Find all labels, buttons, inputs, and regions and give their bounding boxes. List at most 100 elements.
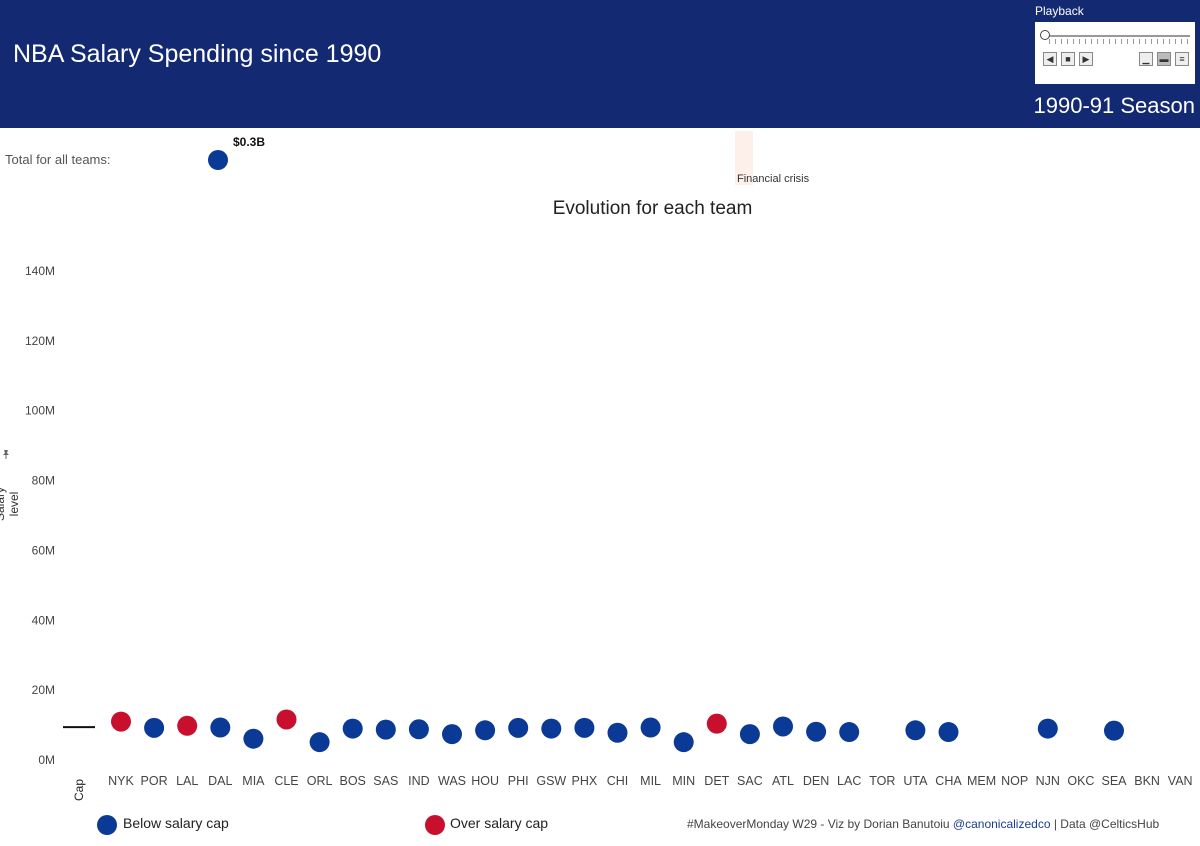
triangle-right-icon: ▶: [1082, 54, 1090, 64]
speed-slow-icon: ▁: [1142, 54, 1150, 64]
team-salary-point: [607, 722, 628, 743]
x-tick-label: SEA: [1101, 774, 1127, 788]
team-salary-point: [111, 711, 131, 732]
pin-icon[interactable]: [1, 449, 11, 459]
team-salary-point: [144, 717, 165, 738]
credits-suffix: | Data @CelticsHub: [1050, 817, 1160, 831]
y-tick-label: 40M: [32, 613, 55, 627]
team-salary-point: [508, 717, 529, 738]
y-tick-label: 60M: [32, 543, 55, 557]
step-back-button[interactable]: ◀: [1043, 52, 1057, 66]
team-salary-point: [342, 718, 363, 739]
financial-crisis-label: Financial crisis: [737, 173, 810, 185]
x-tick-label: HOU: [471, 774, 499, 788]
x-tick-label: BKN: [1134, 774, 1160, 788]
x-tick-label: BOS: [339, 774, 365, 788]
team-salary-point: [806, 721, 827, 742]
x-tick-label: LAC: [837, 774, 861, 788]
x-tick-label: VAN: [1168, 774, 1193, 788]
total-label: Total for all teams:: [5, 152, 111, 167]
x-tick-label: NYK: [108, 774, 134, 788]
team-salary-point: [177, 715, 198, 736]
x-tick-label-cap: Cap: [72, 779, 86, 801]
x-tick-label: GSW: [536, 774, 566, 788]
speed-medium-button[interactable]: ▬: [1157, 52, 1171, 66]
x-tick-label: LAL: [176, 774, 198, 788]
x-tick-label: OKC: [1067, 774, 1094, 788]
playback-panel: Playback ◀ ■ ▶ ▁ ▬ ≡: [1035, 2, 1195, 84]
x-tick-label: POR: [141, 774, 168, 788]
step-forward-button[interactable]: ▶: [1079, 52, 1093, 66]
team-salary-point: [442, 724, 462, 745]
triangle-left-icon: ◀: [1046, 54, 1054, 64]
team-salary-point: [1104, 720, 1124, 741]
playback-slider-handle[interactable]: [1040, 30, 1050, 40]
x-tick-label: ORL: [307, 774, 333, 788]
playback-title: Playback: [1035, 4, 1084, 18]
y-tick-label: 80M: [32, 474, 55, 488]
team-salary-point: [276, 709, 297, 730]
speed-slow-button[interactable]: ▁: [1139, 52, 1153, 66]
x-tick-label: DAL: [208, 774, 232, 788]
x-tick-label: MIN: [672, 774, 695, 788]
team-salary-point: [640, 717, 661, 738]
team-salary-point: [475, 720, 496, 741]
header-bar: NBA Salary Spending since 1990 Playback …: [0, 0, 1200, 128]
x-tick-label: ATL: [772, 774, 794, 788]
team-salary-point: [309, 732, 330, 753]
team-salary-point: [839, 722, 860, 743]
team-salary-point: [1037, 718, 1058, 739]
chart-title: Evolution for each team: [552, 198, 753, 219]
credits: #MakeoverMonday W29 - Viz by Dorian Banu…: [687, 817, 1159, 831]
team-salary-point: [905, 720, 926, 741]
y-tick-label: 100M: [25, 404, 55, 418]
team-salary-point: [210, 717, 231, 738]
legend-below-cap-dot: [97, 815, 117, 835]
x-tick-label: TOR: [869, 774, 895, 788]
team-salary-point: [706, 713, 727, 734]
x-tick-label: MIL: [640, 774, 661, 788]
x-tick-label: CLE: [274, 774, 298, 788]
x-tick-label: DEN: [803, 774, 829, 788]
x-tick-label: IND: [408, 774, 430, 788]
team-salary-point: [408, 719, 429, 740]
x-tick-label: PHI: [508, 774, 529, 788]
team-salary-point: [574, 717, 595, 738]
playback-slider-track[interactable]: [1045, 35, 1190, 37]
playback-slider-ticks: [1049, 39, 1189, 44]
team-salary-point: [541, 718, 562, 739]
stop-square-icon: ■: [1065, 54, 1071, 64]
x-tick-label: DET: [704, 774, 729, 788]
speed-fast-icon: ≡: [1179, 54, 1185, 64]
x-tick-label: UTA: [903, 774, 928, 788]
x-tick-label: NOP: [1001, 774, 1028, 788]
legend-over-cap-label: Over salary cap: [450, 815, 549, 831]
y-tick-label: 20M: [32, 683, 55, 697]
x-tick-label: MIA: [242, 774, 265, 788]
speed-fast-button[interactable]: ≡: [1175, 52, 1189, 66]
total-value: $0.3B: [233, 135, 266, 149]
team-salary-point: [739, 724, 760, 745]
y-tick-label: 0M: [38, 753, 55, 767]
x-tick-label: SAC: [737, 774, 763, 788]
y-tick-label: 120M: [25, 334, 55, 348]
team-salary-point: [243, 728, 264, 749]
financial-crisis-band: [735, 131, 753, 185]
x-tick-label: CHA: [935, 774, 962, 788]
season-label: 1990-91 Season: [1033, 93, 1195, 118]
x-tick-label: CHI: [607, 774, 629, 788]
x-tick-label: PHX: [572, 774, 598, 788]
legend-below-cap-label: Below salary cap: [123, 815, 229, 831]
credits-handle-link[interactable]: @canonicalizedco: [952, 817, 1051, 831]
total-dot: [208, 150, 228, 170]
speed-medium-icon: ▬: [1159, 54, 1169, 64]
x-tick-label: MEM: [967, 774, 996, 788]
legend-over-cap-dot: [425, 815, 445, 835]
x-tick-label: SAS: [373, 774, 398, 788]
playback-controls: ◀ ■ ▶ ▁ ▬ ≡: [1035, 22, 1195, 84]
team-salary-point: [673, 732, 694, 753]
stop-button[interactable]: ■: [1061, 52, 1075, 66]
team-salary-point: [938, 722, 959, 743]
team-salary-point: [375, 719, 396, 740]
